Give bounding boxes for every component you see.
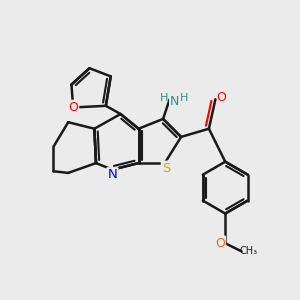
Text: O: O bbox=[68, 101, 78, 114]
Text: CH₃: CH₃ bbox=[239, 246, 257, 256]
Text: N: N bbox=[107, 168, 117, 182]
Text: H: H bbox=[160, 93, 169, 103]
Text: S: S bbox=[162, 162, 170, 175]
Text: H: H bbox=[180, 93, 188, 103]
Text: O: O bbox=[215, 237, 225, 250]
Text: O: O bbox=[216, 91, 226, 104]
Text: N: N bbox=[170, 95, 180, 108]
